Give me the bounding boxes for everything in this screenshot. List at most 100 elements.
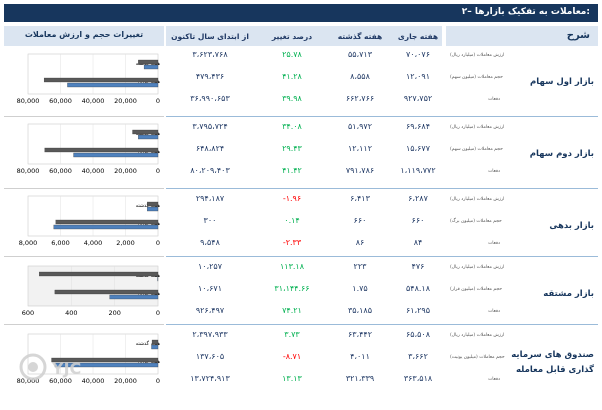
chart-bar [67,82,159,88]
metric-label: حجم معاملات (میلیون سهم) [450,75,503,80]
market-name: بازار بدهی [549,221,594,231]
ytd-value: ۶۴۸،۸۲۴ [195,144,225,153]
current-week-value: ۸۴ [413,238,423,247]
current-week-value: ۳۶۳،۵۱۸ [403,374,433,383]
chart-tick-label: 20,000 [114,377,137,385]
ytd-value: ۱۳،۷۲۴،۹۱۳ [190,374,230,383]
metric-label: ارزش معاملات (میلیارد ریال) [450,53,505,58]
last-week-value: ۳۵،۱۸۵ [347,306,373,315]
chart-bar [55,219,159,225]
chart-tick-label: 40,000 [82,167,105,175]
change-value: ۴۱.۲۸ [282,72,302,81]
chart-tick-label: 40,000 [82,97,105,105]
metric-label: دفعات [488,241,500,246]
header-change: درصد تغییر [271,32,313,41]
metric-label: حجم معاملات (میلیون سهم) [450,147,503,152]
ytd-value: ۹،۵۴۸ [200,238,220,247]
chart-bar [132,129,159,135]
change-value: ۳۱،۱۴۴.۶۶ [274,284,310,293]
header-chart: تغییرات حجم و ارزش معاملات [4,26,164,46]
change-value: -۲.۳۳ [282,238,302,247]
header-current-week: هفته جاری [397,32,439,41]
chart-tick-label: 20,000 [114,167,137,175]
chart-tick-label: 0 [156,167,160,175]
chart-tick-label: 40,000 [82,377,105,385]
change-value: ۴۱.۴۲ [282,166,302,175]
current-week-value: ۶۱،۲۹۵ [405,306,431,315]
last-week-value: ۳۲۱،۳۳۹ [345,374,375,383]
last-week-value: ۶،۴۱۳ [350,194,370,203]
chart-tick-label: 0 [156,97,160,105]
chart-tick-label: 0 [156,377,160,385]
ytd-value: ۳،۶۲۳،۷۶۸ [192,50,228,59]
current-week-value: ۶۵،۵۰۸ [405,330,431,339]
last-week-value: ۲۲۳ [353,262,367,271]
chart-tick-label: 60,000 [49,97,72,105]
market-separator [166,256,598,257]
chart-bar [138,134,159,140]
current-week-value: ۱۲،۰۹۱ [405,72,431,81]
metric-label: ارزش معاملات (میلیارد ریال) [450,125,505,130]
header-last-week: هفته گذشته [337,32,383,41]
chart-tick-label: 80,000 [17,167,40,175]
metric-label: دفعات [488,377,500,382]
change-value: -۸.۷۱ [282,352,302,361]
chart-bar [51,357,159,363]
header-description-label: شرح [566,30,590,41]
chart-tick-label: 600 [22,309,34,317]
chart-separator [4,324,164,325]
section-title-bar: ۲– معاملات به تفکیک بازارها: [4,4,598,22]
chart-bar [109,294,159,300]
chart-tick-label: 80,000 [17,97,40,105]
chart-separator [4,188,164,189]
chart-bar [54,289,159,295]
last-week-value: ۴،۰۱۱ [350,352,370,361]
ytd-value: ۳۰۰ [203,216,217,225]
last-week-value: ۸،۵۵۸ [350,72,370,81]
current-week-value: ۷۰،۰۷۶ [405,50,431,59]
chart-bar [54,362,159,368]
metric-label: حجم معاملات (میلیون قرار) [450,287,503,292]
ytd-value: ۹۲۶،۴۹۷ [195,306,225,315]
chart-bar [138,59,159,65]
change-value: ۲۵.۷۸ [282,50,302,59]
change-value: ۳۹.۹۸ [282,94,302,103]
chart-tick-label: 60,000 [49,167,72,175]
chart-tick-label: 80,000 [17,377,40,385]
chart-tick-label: 400 [65,309,77,317]
metric-label: ارزش معاملات (میلیارد ریال) [450,197,505,202]
metric-label: حجم معاملات (میلیون یونیت) [450,355,505,360]
chart-separator [4,116,164,117]
chart-tick-label: 200 [108,309,120,317]
change-value: -۱.۹۶ [282,194,302,203]
market-name: بازار مشتقه [543,289,594,299]
yjc-logo: YJC [18,352,108,382]
market-separator [166,324,598,325]
chart-separator [4,256,164,257]
last-week-value: ۶۶۲،۷۶۶ [345,94,375,103]
header-description: شرح [446,26,598,46]
chart-bar [39,271,159,277]
ytd-value: ۸۰،۲۰۹،۴۰۳ [190,166,230,175]
metric-label: دفعات [488,97,500,102]
ytd-value: ۱۰،۲۵۷ [197,262,223,271]
current-week-value: ۳،۶۶۲ [408,352,428,361]
ytd-value: ۲،۳۹۷،۹۳۳ [192,330,228,339]
market-separator [166,188,598,189]
chart-bar [73,152,159,158]
metric-label: ارزش معاملات (میلیارد ریال) [450,265,505,270]
ytd-value: ۱۳۷،۶۰۵ [195,352,225,361]
ytd-value: ۴۷۹،۴۳۶ [195,72,225,81]
chart-tick-label: 2,000 [116,239,135,247]
market-separator [166,116,598,117]
header-chart-label: تغییرات حجم و ارزش معاملات [24,30,144,39]
current-week-value: ۹۲۷،۷۵۲ [403,94,433,103]
current-week-value: ۵۴۸.۱۸ [405,284,431,293]
last-week-value: ۸۶ [355,238,365,247]
change-value: ۲۹.۴۳ [282,144,302,153]
chart-tick-label: 0 [156,239,160,247]
chart-tick-label: 20,000 [114,97,137,105]
chart-tick-label: 4,000 [84,239,103,247]
section-title: ۲– معاملات به تفکیک بازارها: [461,7,590,17]
change-value: ۳.۷۳ [284,330,300,339]
